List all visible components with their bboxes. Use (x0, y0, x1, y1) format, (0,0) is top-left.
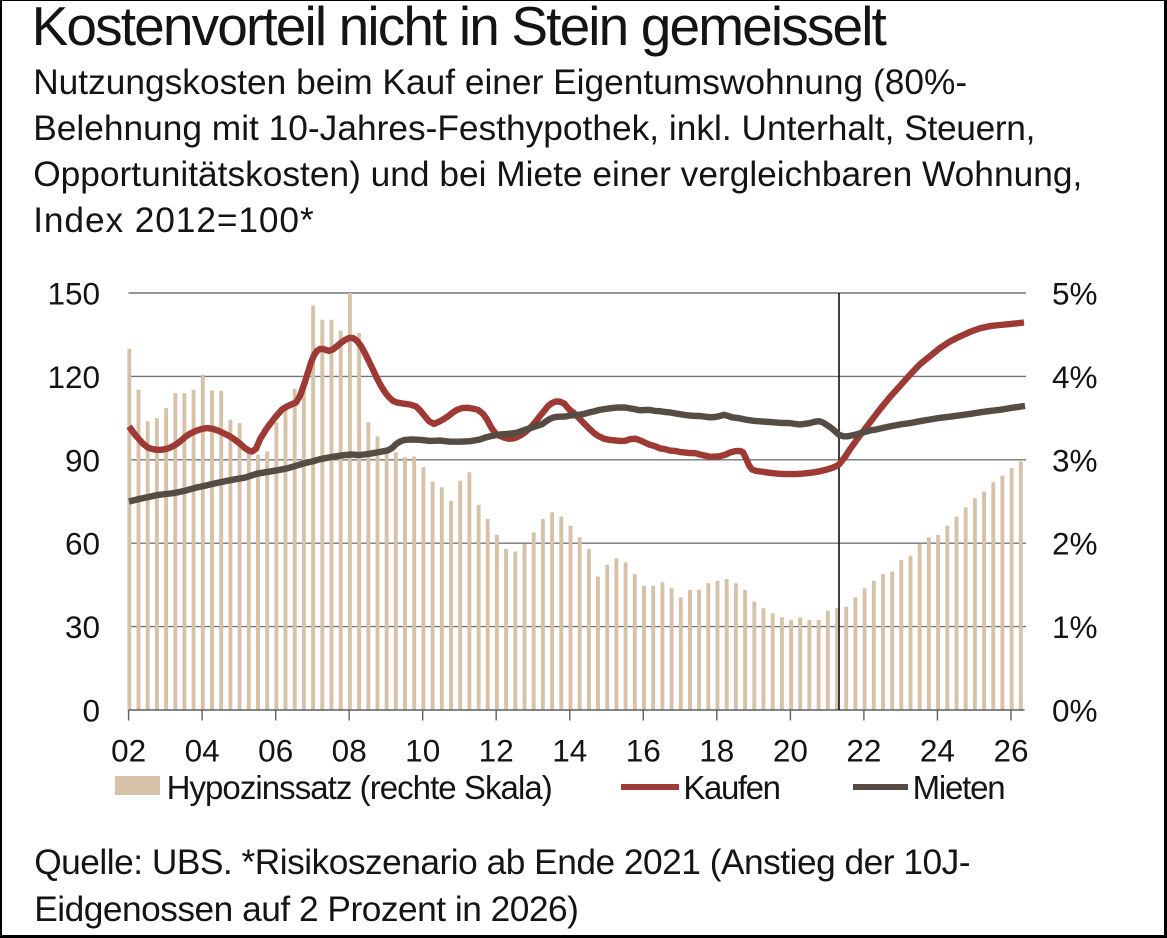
svg-text:4%: 4% (1052, 359, 1098, 395)
svg-text:12: 12 (478, 732, 513, 768)
svg-text:90: 90 (65, 442, 100, 478)
svg-text:14: 14 (552, 732, 587, 768)
svg-text:04: 04 (184, 732, 219, 768)
svg-text:20: 20 (773, 732, 808, 768)
svg-text:150: 150 (47, 275, 100, 311)
svg-text:1%: 1% (1052, 609, 1098, 645)
svg-text:5%: 5% (1052, 275, 1098, 311)
svg-text:02: 02 (111, 732, 146, 768)
svg-text:24: 24 (920, 732, 955, 768)
svg-text:10: 10 (405, 732, 440, 768)
svg-text:30: 30 (65, 609, 100, 645)
svg-text:26: 26 (993, 732, 1028, 768)
svg-text:0: 0 (82, 692, 100, 728)
svg-text:3%: 3% (1052, 442, 1098, 478)
svg-text:22: 22 (846, 732, 881, 768)
svg-text:60: 60 (65, 526, 100, 562)
svg-text:18: 18 (699, 732, 734, 768)
svg-text:08: 08 (331, 732, 366, 768)
svg-text:06: 06 (258, 732, 293, 768)
svg-text:2%: 2% (1052, 526, 1098, 562)
svg-text:120: 120 (47, 359, 100, 395)
svg-text:0%: 0% (1052, 692, 1098, 728)
svg-text:16: 16 (626, 732, 661, 768)
